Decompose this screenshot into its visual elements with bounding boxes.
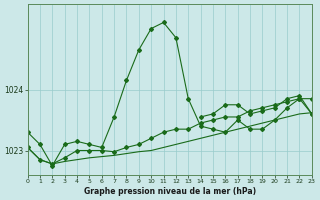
X-axis label: Graphe pression niveau de la mer (hPa): Graphe pression niveau de la mer (hPa) (84, 187, 256, 196)
